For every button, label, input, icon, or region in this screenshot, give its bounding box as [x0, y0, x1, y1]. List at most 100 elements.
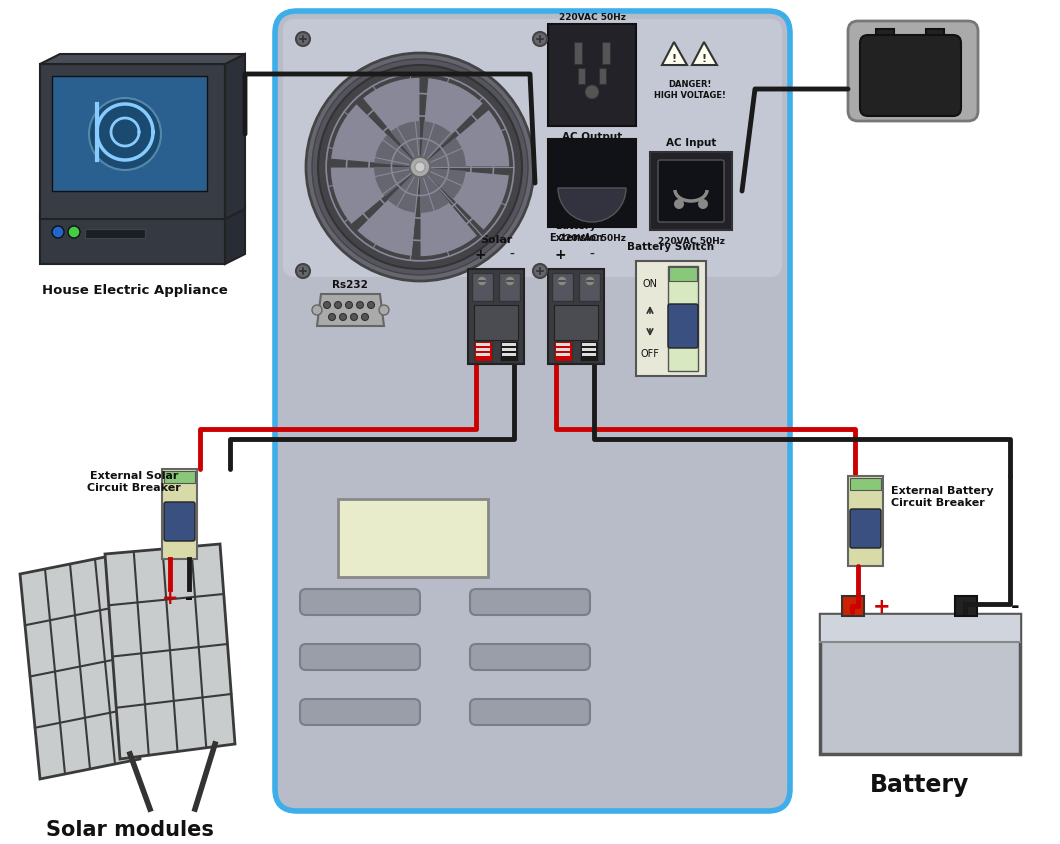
- Circle shape: [361, 314, 369, 321]
- Circle shape: [89, 99, 161, 170]
- Circle shape: [556, 277, 567, 287]
- Polygon shape: [662, 43, 687, 66]
- FancyBboxPatch shape: [668, 305, 697, 349]
- Text: External Battery
Circuit Breaker: External Battery Circuit Breaker: [891, 485, 993, 507]
- FancyBboxPatch shape: [470, 699, 590, 725]
- FancyBboxPatch shape: [275, 12, 790, 811]
- Circle shape: [533, 265, 547, 279]
- Bar: [548, 140, 636, 228]
- Circle shape: [585, 277, 595, 287]
- Wedge shape: [420, 78, 483, 168]
- Text: !: !: [671, 54, 676, 64]
- Bar: [556, 349, 570, 352]
- Bar: [580, 342, 598, 361]
- Text: External Solar
Circuit Breaker: External Solar Circuit Breaker: [87, 471, 181, 492]
- Circle shape: [414, 163, 425, 173]
- Bar: [582, 344, 596, 347]
- Circle shape: [533, 33, 547, 47]
- Text: 220VAC 50Hz: 220VAC 50Hz: [559, 13, 625, 21]
- Bar: [476, 349, 490, 352]
- Bar: [476, 344, 490, 347]
- Circle shape: [335, 302, 341, 309]
- Bar: [502, 344, 516, 347]
- Text: AC Output: AC Output: [562, 132, 622, 142]
- Bar: [554, 342, 572, 361]
- Polygon shape: [105, 544, 235, 759]
- Wedge shape: [558, 189, 626, 223]
- Text: Battery
Extension: Battery Extension: [549, 221, 603, 242]
- Bar: [554, 306, 598, 341]
- Circle shape: [306, 54, 534, 282]
- Wedge shape: [374, 135, 420, 168]
- Circle shape: [379, 306, 389, 316]
- Circle shape: [674, 200, 684, 210]
- Bar: [548, 270, 604, 365]
- Bar: [502, 354, 516, 356]
- Wedge shape: [374, 168, 420, 197]
- Circle shape: [339, 314, 347, 321]
- Wedge shape: [356, 168, 420, 257]
- Wedge shape: [331, 168, 420, 225]
- Wedge shape: [420, 168, 465, 200]
- Bar: [579, 273, 600, 301]
- Bar: [164, 472, 195, 484]
- Bar: [500, 342, 518, 361]
- FancyBboxPatch shape: [860, 36, 961, 116]
- Bar: [556, 344, 570, 347]
- Circle shape: [323, 302, 331, 309]
- Bar: [848, 476, 883, 566]
- Wedge shape: [420, 168, 510, 231]
- Bar: [850, 479, 881, 490]
- Text: Solar: Solar: [480, 235, 512, 245]
- Wedge shape: [420, 122, 453, 168]
- FancyBboxPatch shape: [164, 502, 195, 541]
- Circle shape: [697, 200, 708, 210]
- Text: House Electric Appliance: House Electric Appliance: [42, 284, 228, 296]
- Circle shape: [296, 33, 310, 47]
- Circle shape: [346, 302, 353, 309]
- Text: Solar modules: Solar modules: [46, 819, 214, 839]
- Bar: [476, 354, 490, 356]
- Text: -: -: [510, 247, 514, 262]
- Text: -: -: [1010, 597, 1020, 616]
- FancyBboxPatch shape: [470, 589, 590, 615]
- Wedge shape: [331, 105, 420, 168]
- Circle shape: [410, 158, 430, 178]
- Bar: [582, 349, 596, 352]
- Bar: [955, 597, 977, 616]
- Bar: [338, 500, 488, 577]
- Bar: [52, 77, 207, 192]
- Circle shape: [52, 227, 64, 239]
- Bar: [556, 354, 570, 356]
- Wedge shape: [420, 138, 466, 168]
- Polygon shape: [20, 555, 140, 779]
- Text: 220VAC 50Hz: 220VAC 50Hz: [657, 236, 724, 246]
- Bar: [85, 230, 145, 239]
- Bar: [636, 262, 706, 376]
- FancyBboxPatch shape: [300, 644, 420, 670]
- Bar: [650, 153, 732, 230]
- Polygon shape: [225, 55, 245, 219]
- Bar: [602, 43, 609, 65]
- Bar: [502, 349, 516, 352]
- Bar: [820, 614, 1020, 642]
- Wedge shape: [363, 78, 420, 168]
- Bar: [474, 342, 492, 361]
- Circle shape: [318, 66, 522, 270]
- Polygon shape: [40, 214, 225, 265]
- Bar: [820, 614, 1020, 754]
- Bar: [162, 469, 197, 560]
- Circle shape: [368, 302, 374, 309]
- Circle shape: [351, 314, 357, 321]
- Polygon shape: [40, 65, 225, 219]
- Circle shape: [356, 302, 364, 309]
- Circle shape: [505, 277, 515, 287]
- Bar: [876, 30, 894, 44]
- Polygon shape: [317, 295, 384, 327]
- Text: -: -: [186, 587, 193, 607]
- Polygon shape: [40, 55, 245, 65]
- Bar: [842, 597, 864, 616]
- Text: +: +: [474, 247, 485, 262]
- FancyBboxPatch shape: [658, 161, 724, 223]
- Text: OFF: OFF: [640, 349, 659, 359]
